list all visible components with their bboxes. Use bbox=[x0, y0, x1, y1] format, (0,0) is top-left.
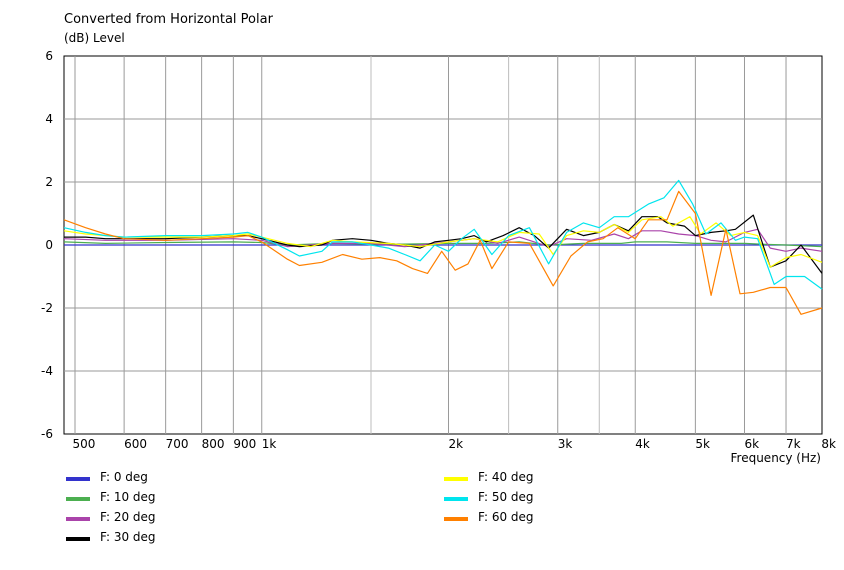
legend-swatch-f-10-deg bbox=[66, 497, 90, 501]
legend-item-f-40-deg: F: 40 deg bbox=[444, 468, 744, 488]
legend-label-f-40-deg: F: 40 deg bbox=[478, 470, 534, 484]
x-tick-label-2k: 2k bbox=[448, 437, 463, 451]
y-tick-label-2: 2 bbox=[45, 175, 53, 189]
legend-item-f-60-deg: F: 60 deg bbox=[444, 508, 744, 528]
series-line-f-10-deg bbox=[63, 241, 823, 248]
x-tick-label-3k: 3k bbox=[558, 437, 573, 451]
legend-swatch-f-0-deg bbox=[66, 477, 90, 481]
x-tick-label-7k: 7k bbox=[786, 437, 801, 451]
series-line-f-50-deg bbox=[63, 179, 823, 290]
y-tick-label-4: -4 bbox=[41, 364, 53, 378]
x-tick-label-5k: 5k bbox=[695, 437, 710, 451]
series-lines bbox=[63, 179, 823, 315]
chart-title: Converted from Horizontal Polar bbox=[64, 12, 273, 27]
legend-label-f-60-deg: F: 60 deg bbox=[478, 510, 534, 524]
legend-item-f-30-deg: F: 30 deg bbox=[66, 528, 366, 548]
legend-swatch-f-20-deg bbox=[66, 517, 90, 521]
legend-swatch-f-30-deg bbox=[66, 537, 90, 541]
legend-swatch-f-50-deg bbox=[444, 497, 468, 501]
legend-label-f-0-deg: F: 0 deg bbox=[100, 470, 148, 484]
x-tick-label-6k: 6k bbox=[744, 437, 759, 451]
x-tick-label-900: 900 bbox=[233, 437, 256, 451]
x-tick-label-8k: 8k bbox=[821, 437, 836, 451]
x-tick-label-500: 500 bbox=[73, 437, 96, 451]
y-tick-label-4: 4 bbox=[45, 112, 53, 126]
legend-item-f-10-deg: F: 10 deg bbox=[66, 488, 366, 508]
series-line-f-60-deg bbox=[63, 190, 823, 315]
legend-item-f-20-deg: F: 20 deg bbox=[66, 508, 366, 528]
legend-label-f-20-deg: F: 20 deg bbox=[100, 510, 156, 524]
x-tick-label-600: 600 bbox=[124, 437, 147, 451]
legend-item-f-0-deg: F: 0 deg bbox=[66, 468, 366, 488]
legend-item-f-50-deg: F: 50 deg bbox=[444, 488, 744, 508]
x-tick-label-1k: 1k bbox=[262, 437, 277, 451]
legend-label-f-10-deg: F: 10 deg bbox=[100, 490, 156, 504]
y-tick-label-2: -2 bbox=[41, 301, 53, 315]
x-tick-label-700: 700 bbox=[166, 437, 189, 451]
legend-swatch-f-60-deg bbox=[444, 517, 468, 521]
y-tick-label-6: 6 bbox=[45, 49, 53, 63]
axis-ticks: 6 4 2 0 -2 -4 -6 500 600 700 800 900 1k 2k 3k 4k 5k 6k 7k 8… bbox=[41, 49, 836, 451]
x-tick-label-4k: 4k bbox=[635, 437, 650, 451]
y-tick-label-0: 0 bbox=[45, 238, 53, 252]
x-tick-label-800: 800 bbox=[202, 437, 225, 451]
y-axis-label: (dB) Level bbox=[64, 31, 125, 45]
x-axis-label: Frequency (Hz) bbox=[731, 451, 822, 465]
series-line-f-20-deg bbox=[63, 228, 823, 252]
legend-label-f-50-deg: F: 50 deg bbox=[478, 490, 534, 504]
legend-label-f-30-deg: F: 30 deg bbox=[100, 530, 156, 544]
y-tick-label-6: -6 bbox=[41, 427, 53, 441]
legend-swatch-f-40-deg bbox=[444, 477, 468, 481]
